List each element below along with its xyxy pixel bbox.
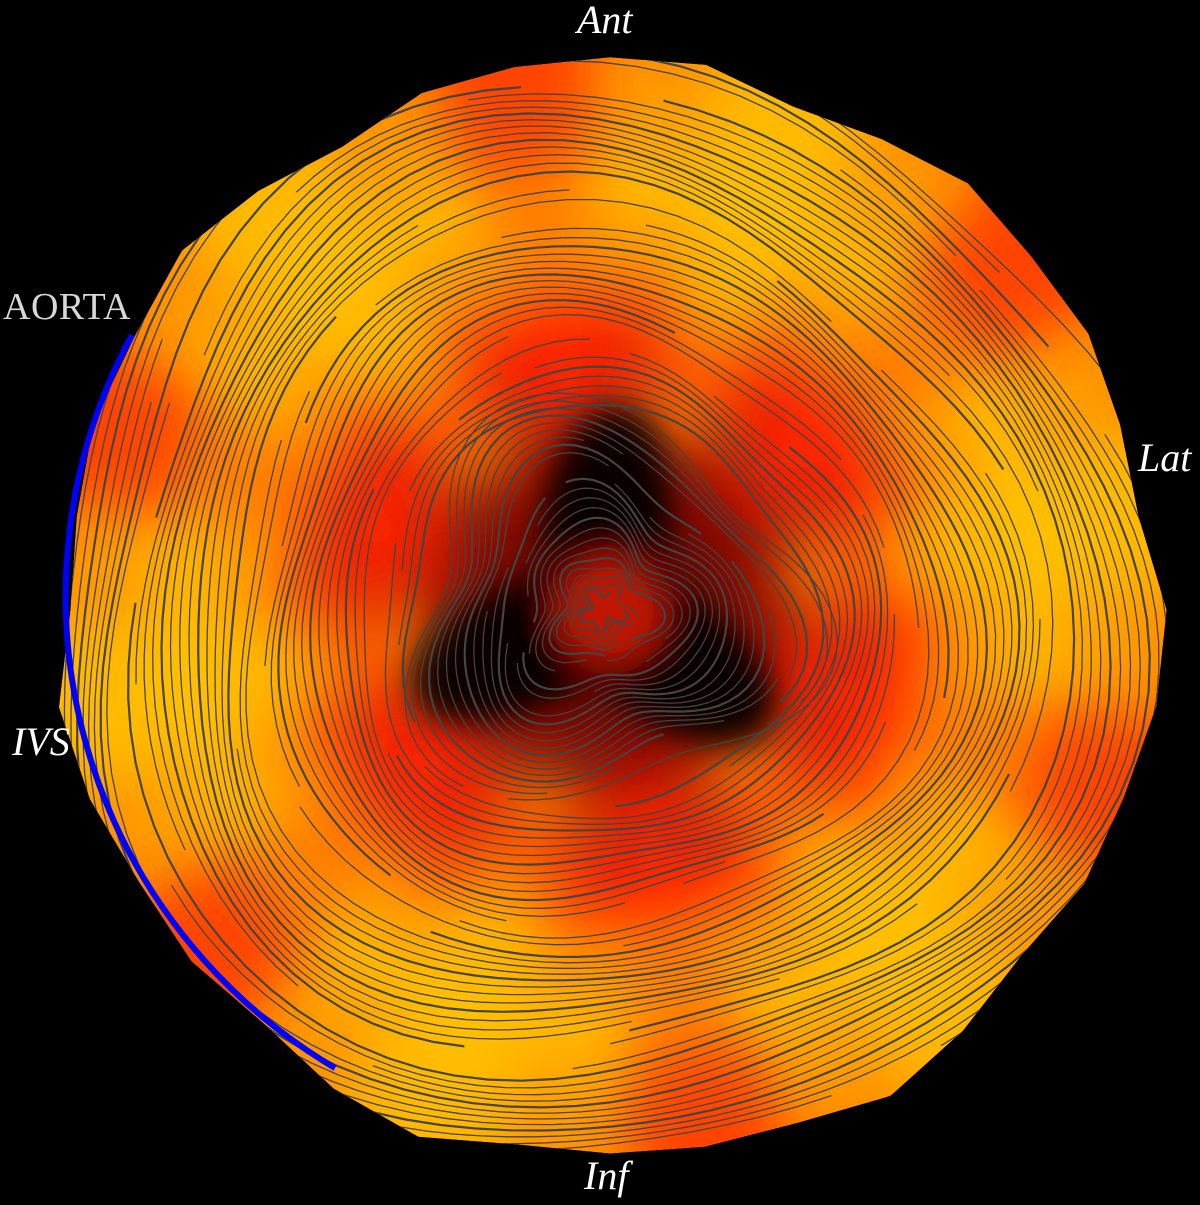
streamline (344, 446, 883, 866)
streamline (401, 385, 841, 820)
aorta-arc (62, 333, 337, 1071)
streamline (327, 313, 896, 884)
streamline (497, 477, 729, 726)
streamline (454, 436, 776, 764)
streamline (295, 100, 1132, 1096)
streamline (227, 280, 1021, 982)
streamline (398, 394, 833, 767)
streamline (285, 279, 940, 922)
streamline (106, 93, 1141, 1102)
label-anterior: Ant (577, 0, 633, 42)
streamline (436, 421, 798, 776)
label-aorta: AORTA (3, 286, 132, 328)
streamline (135, 119, 1102, 1070)
streamline (541, 547, 675, 664)
streamline (179, 154, 950, 1031)
streamline (577, 586, 630, 633)
streamline (445, 429, 779, 770)
streamline (170, 106, 1122, 1089)
streamline (239, 227, 1005, 970)
streamline (270, 267, 959, 939)
streamline (419, 407, 743, 789)
streamline (384, 375, 849, 825)
streamline (99, 86, 1151, 1109)
streamline (555, 567, 626, 651)
streamline (516, 507, 706, 699)
streamline (127, 112, 1112, 1082)
streamline (354, 338, 876, 857)
streamline (206, 224, 1041, 1004)
streamline (570, 580, 639, 639)
label-septum: IVS (12, 719, 70, 764)
streamline (363, 352, 869, 848)
streamline (318, 306, 886, 893)
streamline (245, 236, 997, 964)
streamline (301, 292, 920, 909)
streamline (277, 273, 950, 877)
streamline (160, 138, 1076, 1048)
streamline (336, 336, 889, 875)
streamline (387, 356, 863, 839)
streamline (152, 132, 1083, 1045)
streamline (264, 260, 969, 946)
streamline (535, 537, 683, 672)
streamline (143, 125, 1092, 880)
streamline (548, 557, 667, 657)
streamline (197, 170, 1010, 1013)
streamline (528, 527, 691, 663)
streamline (214, 189, 1035, 996)
streamline (525, 497, 714, 693)
streamline (490, 483, 736, 734)
label-inferior: Inf (584, 1153, 629, 1198)
streamline (169, 146, 1039, 1040)
streamline (309, 298, 825, 902)
red-ring (315, 315, 905, 905)
streamline (396, 365, 856, 832)
streamline (482, 516, 745, 742)
streamline (293, 286, 930, 918)
streamline (504, 487, 721, 717)
streamline (473, 451, 755, 749)
label-lateral: Lat (1138, 435, 1192, 480)
streamline (404, 392, 838, 801)
streamline (401, 403, 825, 808)
streamline (427, 414, 809, 783)
streamline (522, 516, 699, 691)
streamline (411, 400, 829, 795)
streamline (188, 162, 1054, 1022)
streamline (236, 224, 1013, 975)
streamline (463, 443, 766, 757)
streamline (304, 245, 989, 958)
streamline (281, 253, 979, 947)
streamline (563, 574, 624, 645)
streamline (221, 198, 1028, 988)
